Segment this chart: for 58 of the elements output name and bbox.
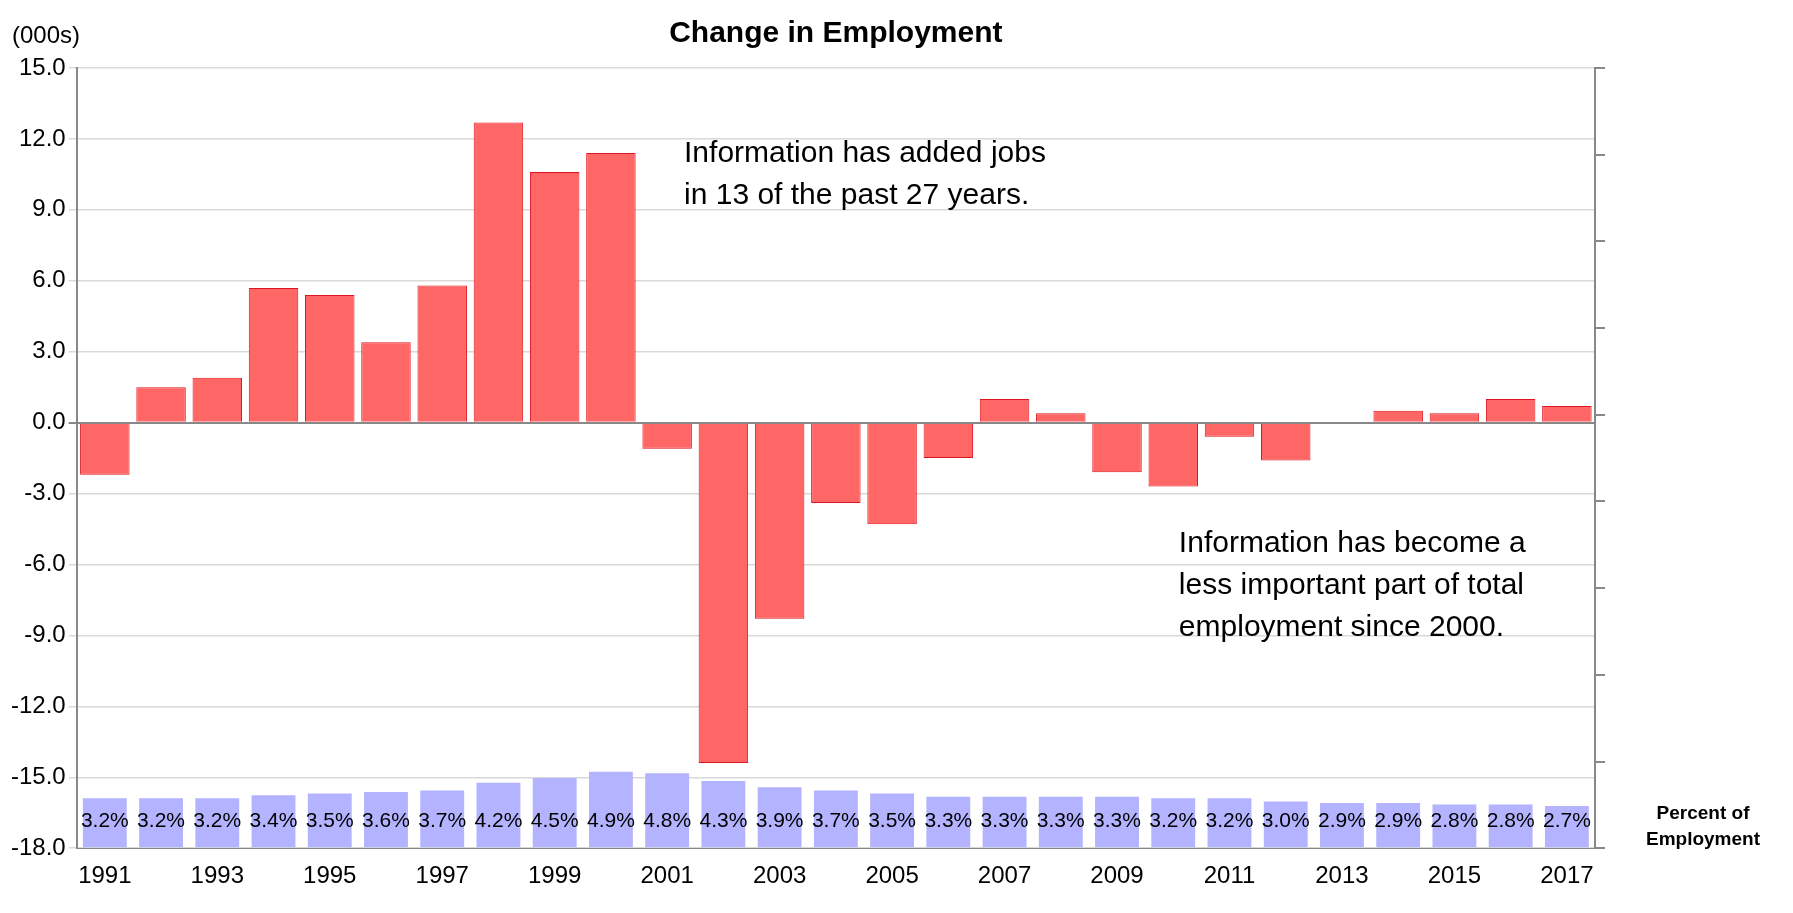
data-label: 3.2% <box>1149 808 1198 831</box>
data-label: 3.3% <box>1093 808 1141 831</box>
data-label: 2.7% <box>1542 808 1591 831</box>
data-label: 4.3% <box>699 808 748 831</box>
data-label: 2.8% <box>1430 808 1479 831</box>
data-label: 3.3% <box>1036 808 1085 831</box>
data-label: 3.3% <box>924 808 973 831</box>
y-tick-label: 0.0 <box>32 407 66 435</box>
x-tick-label: 2001 <box>640 861 694 889</box>
data-label: 2.9% <box>1318 808 1366 831</box>
x-tick-label: 2015 <box>1427 861 1482 889</box>
x-tick-label: 2005 <box>865 861 919 889</box>
data-label: 2.8% <box>1486 808 1535 831</box>
text: Percent of Employment <box>1645 801 1761 849</box>
data-label: 4.2% <box>474 808 523 831</box>
annotation: Information has added jobs in 13 of the past 27 years. <box>684 135 1046 211</box>
chart-title: Change in Employment <box>669 15 1003 49</box>
x-tick-label: 1997 <box>415 861 469 889</box>
data-label: 4.9% <box>586 808 635 831</box>
x-tick-label: 2017 <box>1540 861 1594 889</box>
y-tick-label: -9.0 <box>24 620 66 648</box>
data-label: 2.9% <box>1374 808 1423 831</box>
data-label: 3.9% <box>755 808 804 831</box>
y-tick-label: -12.0 <box>11 690 66 718</box>
x-tick-label: 2003 <box>752 861 807 889</box>
data-label: 3.7% <box>811 808 860 831</box>
data-label: 4.5% <box>530 808 579 831</box>
y-tick-label: 6.0 <box>32 265 66 293</box>
x-tick-label: 2013 <box>1315 861 1369 889</box>
y-axis-title: (000s) <box>12 20 81 48</box>
x-tick-label: 2007 <box>977 861 1032 889</box>
data-label: 3.7% <box>418 808 467 831</box>
x-tick-label: 1999 <box>527 861 582 889</box>
data-label: 3.5% <box>305 808 354 831</box>
y-tick-label: -15.0 <box>11 761 66 789</box>
y-tick-label: -18.0 <box>11 832 66 860</box>
data-label: 3.5% <box>868 808 917 831</box>
y-tick-label: 3.0 <box>32 336 66 364</box>
data-label: 3.2% <box>137 808 185 831</box>
data-label: 3.4% <box>249 808 298 831</box>
x-tick-label: 2011 <box>1203 861 1256 889</box>
y-tick-label: 15.0 <box>18 52 66 80</box>
y-tick-label: -3.0 <box>24 478 66 506</box>
data-label: 4.8% <box>643 808 692 831</box>
data-label: 3.2% <box>80 808 129 831</box>
data-label: 3.2% <box>1205 808 1254 831</box>
data-label: 3.3% <box>980 808 1029 831</box>
x-tick-label: 1995 <box>303 861 357 889</box>
data-label: 3.2% <box>193 808 242 831</box>
x-tick-label: 1991 <box>78 861 132 889</box>
annotation: Information has become a less important part of total employment since 2000. <box>1178 525 1527 643</box>
y-tick-label: 9.0 <box>32 194 66 222</box>
data-label: 3.0% <box>1261 808 1310 831</box>
data-label: 3.6% <box>362 808 410 831</box>
y-tick-label: -6.0 <box>24 549 66 577</box>
x-tick-label: 2009 <box>1090 861 1144 889</box>
x-tick-label: 1993 <box>190 861 244 889</box>
y-tick-label: 12.0 <box>18 123 66 151</box>
